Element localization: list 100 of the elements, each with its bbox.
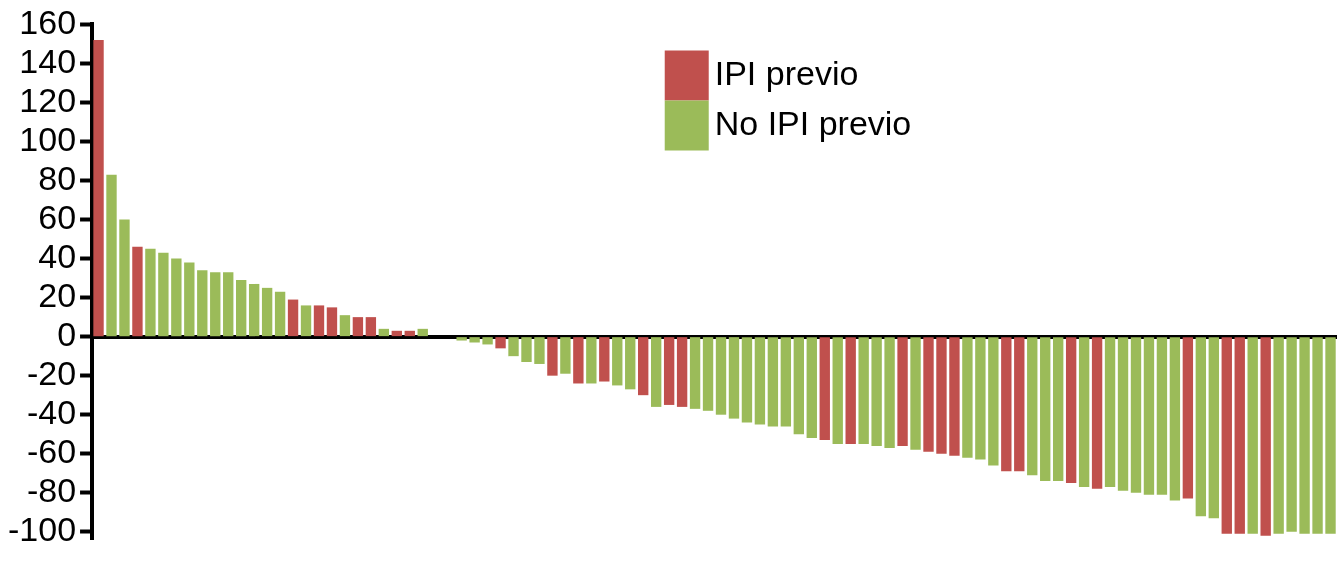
bar <box>573 337 584 384</box>
bar <box>1078 337 1090 487</box>
bar <box>1208 337 1219 519</box>
bar <box>352 317 364 337</box>
bar <box>274 291 286 337</box>
y-tick-label: -60 <box>26 432 77 471</box>
bar <box>145 248 156 337</box>
bar <box>975 337 986 460</box>
bar <box>793 337 805 435</box>
bar <box>339 315 351 337</box>
bar <box>1040 337 1051 482</box>
y-tick-label: 20 <box>38 275 77 314</box>
bar <box>676 337 688 407</box>
bar <box>1156 337 1168 495</box>
bar <box>1027 337 1038 476</box>
legend-label: IPI previo <box>714 53 859 92</box>
bar <box>1247 337 1258 534</box>
bar <box>365 317 377 337</box>
bar <box>663 337 675 405</box>
bar <box>923 337 934 452</box>
y-tick-label: 160 <box>19 2 77 41</box>
bar <box>236 280 247 337</box>
bar <box>728 337 740 419</box>
bar <box>223 272 234 337</box>
bar <box>858 337 869 444</box>
bar <box>197 270 208 337</box>
bar <box>1221 337 1232 534</box>
bar <box>741 337 753 423</box>
bar <box>702 337 714 411</box>
bar <box>599 337 610 382</box>
bar <box>1130 337 1142 493</box>
bar <box>638 337 649 396</box>
bar <box>988 337 999 466</box>
bar <box>313 305 325 337</box>
bar <box>560 337 571 374</box>
bar <box>1273 337 1284 534</box>
bar <box>184 262 195 337</box>
bar <box>586 337 597 384</box>
bar <box>210 272 221 337</box>
bar <box>625 337 636 390</box>
bar <box>871 337 882 446</box>
bar <box>158 252 169 337</box>
y-tick-label: -80 <box>26 471 77 510</box>
bar <box>300 305 312 337</box>
bar <box>806 337 817 439</box>
bar <box>1104 337 1116 487</box>
bar <box>897 337 908 446</box>
bar <box>715 337 727 415</box>
bar <box>819 337 830 441</box>
bar <box>1182 337 1194 499</box>
bar <box>326 307 338 337</box>
bar <box>547 337 558 376</box>
bar <box>1014 337 1025 472</box>
bar <box>534 337 545 364</box>
bar <box>469 337 480 343</box>
bar <box>949 337 960 456</box>
bar <box>910 337 921 450</box>
y-tick-label: 60 <box>38 197 77 236</box>
y-tick-label: -20 <box>26 354 77 393</box>
bar <box>754 337 766 425</box>
bar <box>650 337 662 407</box>
y-tick-label: 40 <box>38 236 77 275</box>
bar <box>780 337 792 427</box>
y-tick-label: 80 <box>38 158 77 197</box>
bar <box>1312 337 1323 534</box>
bar <box>132 246 143 337</box>
bar <box>1065 337 1077 484</box>
bar <box>936 337 947 454</box>
bar <box>1169 337 1181 501</box>
bar <box>456 337 467 341</box>
bar <box>689 337 701 409</box>
bar <box>495 337 506 349</box>
bar <box>612 337 623 386</box>
bar <box>378 328 390 337</box>
bar <box>248 283 260 337</box>
bar <box>1325 337 1336 534</box>
bar <box>1053 337 1064 482</box>
y-tick-label: -100 <box>7 510 77 549</box>
y-tick-label: 100 <box>19 119 77 158</box>
y-tick-label: 0 <box>57 315 77 354</box>
bar <box>1234 337 1245 534</box>
bar <box>119 219 130 337</box>
bar <box>482 337 493 345</box>
y-tick-label: 140 <box>19 41 77 80</box>
bar <box>832 337 843 444</box>
bar <box>1117 337 1129 491</box>
bar <box>1143 337 1155 495</box>
bar <box>171 258 182 337</box>
bar <box>1299 337 1310 534</box>
bar <box>521 337 532 363</box>
y-tick-label: -40 <box>26 393 77 432</box>
y-tick-label: 120 <box>19 80 77 119</box>
bar <box>287 299 299 337</box>
bar <box>417 328 428 337</box>
bar <box>884 337 895 448</box>
bar <box>1286 337 1297 532</box>
bar <box>962 337 973 458</box>
bar <box>261 287 273 337</box>
bar <box>1091 337 1103 489</box>
bar <box>1195 337 1207 517</box>
